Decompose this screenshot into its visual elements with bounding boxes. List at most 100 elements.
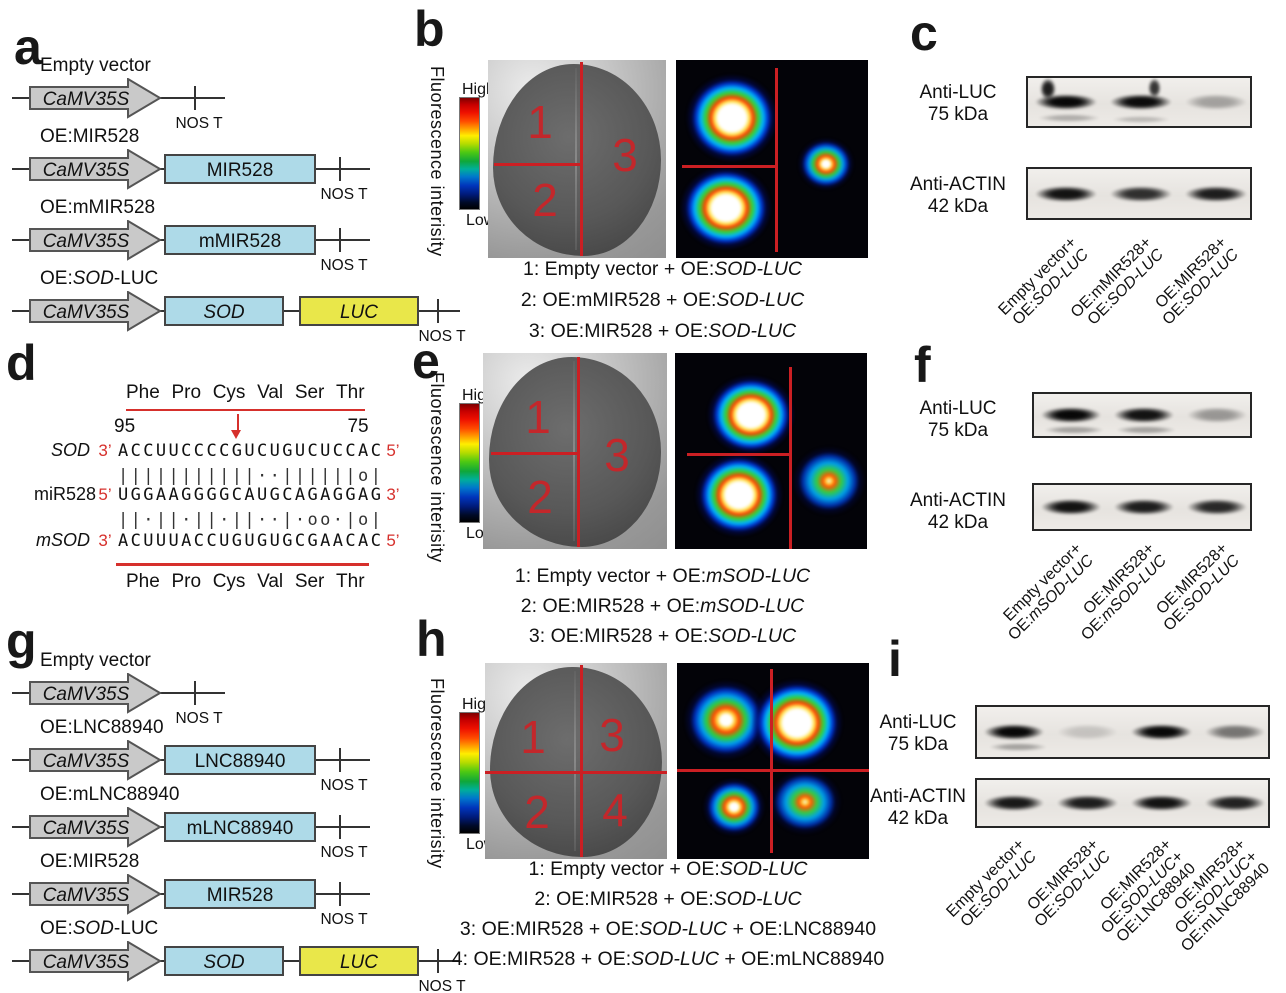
protein-band <box>1187 499 1248 515</box>
amino-acid: Val <box>257 571 284 592</box>
terminator-label: NOS T <box>418 328 466 343</box>
region-number: 3 <box>599 709 625 761</box>
fluorescence-axis-label: Fluorescence interisity <box>427 372 447 563</box>
construct-name: OE:SOD-LUC <box>40 268 470 291</box>
protein-band <box>1040 499 1101 515</box>
text-segment: 1: Empty vector + OE: <box>528 858 720 880</box>
text-segment: OE:mLNC88940 <box>40 784 180 805</box>
red-divider-line <box>687 453 789 456</box>
sequence-name: mSOD <box>36 530 90 550</box>
text-segment: 1: Empty vector + OE: <box>514 565 707 587</box>
text-segment: 3: OE:MIR528 + OE: <box>528 320 709 342</box>
position-left: 95 <box>114 416 136 437</box>
text-segment: 2: OE:MIR528 + OE: <box>520 595 701 617</box>
antibody-size: 42 kDa <box>927 512 989 534</box>
gene-box-mmir528 <box>164 225 316 255</box>
text-segment: 2: OE:mMIR528 + OE: <box>520 289 717 311</box>
protein-band <box>1057 724 1118 740</box>
colorbar-high-label: High <box>462 81 495 98</box>
antibody-size: 75 kDa <box>887 734 949 756</box>
antibody-name: Anti-LUC <box>879 712 957 733</box>
region-number: 2 <box>527 471 553 523</box>
protein-band <box>1040 407 1101 423</box>
panel-g-constructs: Empty vector CaMV35S NOS T OE:LNC88940 CaMV3… <box>10 650 470 993</box>
gene-box-lnc88940 <box>164 745 316 775</box>
text-segment: SOD-LUC <box>708 320 797 342</box>
pseudo-color-image <box>675 353 867 549</box>
region-number: 1 <box>525 391 551 443</box>
text-segment: + OE:mLNC88940 <box>718 948 885 970</box>
amino-acid: Cys <box>212 571 246 592</box>
target-site-arrow-head <box>231 430 242 439</box>
fluorescence-blob <box>751 679 843 767</box>
red-divider-line <box>491 452 577 455</box>
panel-a-constructs: Empty vector CaMV35S NOS T OE:MIR528 CaMV35S… <box>10 55 470 345</box>
red-divider-line <box>494 163 580 166</box>
construct-diagram: CaMV35S SOD LUC NOS T <box>12 290 466 345</box>
antibody-size: 42 kDa <box>927 196 989 218</box>
leaf-vein <box>574 670 577 852</box>
construct-oe-sod-luc: OE:SOD-LUC CaMV35S SOD LUC NOS T <box>10 268 470 348</box>
lane-label-line: OE:SOD-LUC <box>1083 552 1243 713</box>
text-segment: -LUC <box>113 918 159 939</box>
text-segment: SOD-LUC <box>631 948 719 970</box>
text-segment: mSOD-LUC <box>706 565 811 587</box>
protein-band <box>1185 186 1248 202</box>
text-segment: SOD-LUC <box>716 289 805 311</box>
gene-box-sod <box>164 946 284 976</box>
amino-acid: Ser <box>294 382 325 403</box>
text-segment: -LUC <box>113 268 159 289</box>
text-segment: SOD <box>72 918 114 939</box>
amino-acid: Cys <box>212 382 246 403</box>
protein-band <box>1110 94 1172 110</box>
protein-band <box>1204 724 1266 740</box>
protein-band <box>1204 795 1266 811</box>
protein-band <box>1110 186 1172 202</box>
construct-name: Empty vector <box>40 55 470 78</box>
terminator-label: NOS T <box>320 911 368 926</box>
amino-acid: Phe <box>126 571 160 592</box>
prime-label: 5’ <box>386 531 400 550</box>
text-segment: Empty vector <box>40 650 151 671</box>
blot-artifact <box>1038 114 1100 122</box>
region-number: 2 <box>524 786 550 838</box>
gene-box-luc <box>299 946 419 976</box>
amino-acid: Pro <box>171 571 202 592</box>
antibody-label: Anti-ACTIN 42 kDa <box>858 786 978 831</box>
promoter-arrow <box>29 940 162 982</box>
construct-name: OE:mLNC88940 <box>40 784 470 807</box>
terminator-label: NOS T <box>320 844 368 859</box>
construct-oe-mir528: OE:MIR528 CaMV35S MIR528 NOS T <box>10 851 470 931</box>
text-segment: SOD-LUC <box>639 918 728 940</box>
antibody-label: Anti-LUC 75 kDa <box>896 82 1020 127</box>
text-segment: 2: OE:MIR528 + OE: <box>534 888 714 910</box>
panel-letter-g: g <box>6 613 37 669</box>
gene-box-label: mLNC88940 <box>187 818 294 839</box>
sequence-row-sod: SOD 3’ ACCUUCCCCGUCUGUCUCCAC 5’ <box>34 440 400 461</box>
construct-empty-vector: Empty vector CaMV35S NOS T <box>10 55 470 135</box>
text-segment: SOD-LUC <box>713 888 802 910</box>
panel-letter-a: a <box>14 19 42 75</box>
promoter-label: CaMV35S <box>43 160 130 181</box>
amino-acid: Phe <box>126 382 160 403</box>
red-divider-line <box>789 367 792 549</box>
protein-band <box>1131 795 1192 811</box>
colorbar <box>459 97 480 210</box>
fluorescence-axis-label: Fluorescence interisity <box>427 66 447 257</box>
caption-line: 3: OE:MIR528 + OE:SOD-LUC <box>440 626 885 647</box>
sequence-alignment: Phe Pro Cys Val Ser Thr 95 75 SOD 3’ ACCUUCCCCGUCU… <box>34 382 444 598</box>
text-segment: + OE:LNC88940 <box>727 918 877 940</box>
pseudo-color-image <box>677 663 869 859</box>
promoter-arrow <box>29 672 162 714</box>
construct-name: Empty vector <box>40 650 470 673</box>
leaf-shape <box>488 356 662 548</box>
gene-box-label: mMIR528 <box>199 231 281 252</box>
construct-name: OE:MIR528 <box>40 126 470 149</box>
construct-name: OE:SOD-LUC <box>40 918 470 941</box>
antibody-label: Anti-ACTIN 42 kDa <box>896 174 1020 219</box>
amino-acid-row-bottom: Phe Pro Cys Val Ser Thr <box>126 571 365 593</box>
gene-box-label: LUC <box>340 952 378 973</box>
sequence-name: miR528 <box>34 484 97 504</box>
red-divider-line <box>580 665 583 857</box>
